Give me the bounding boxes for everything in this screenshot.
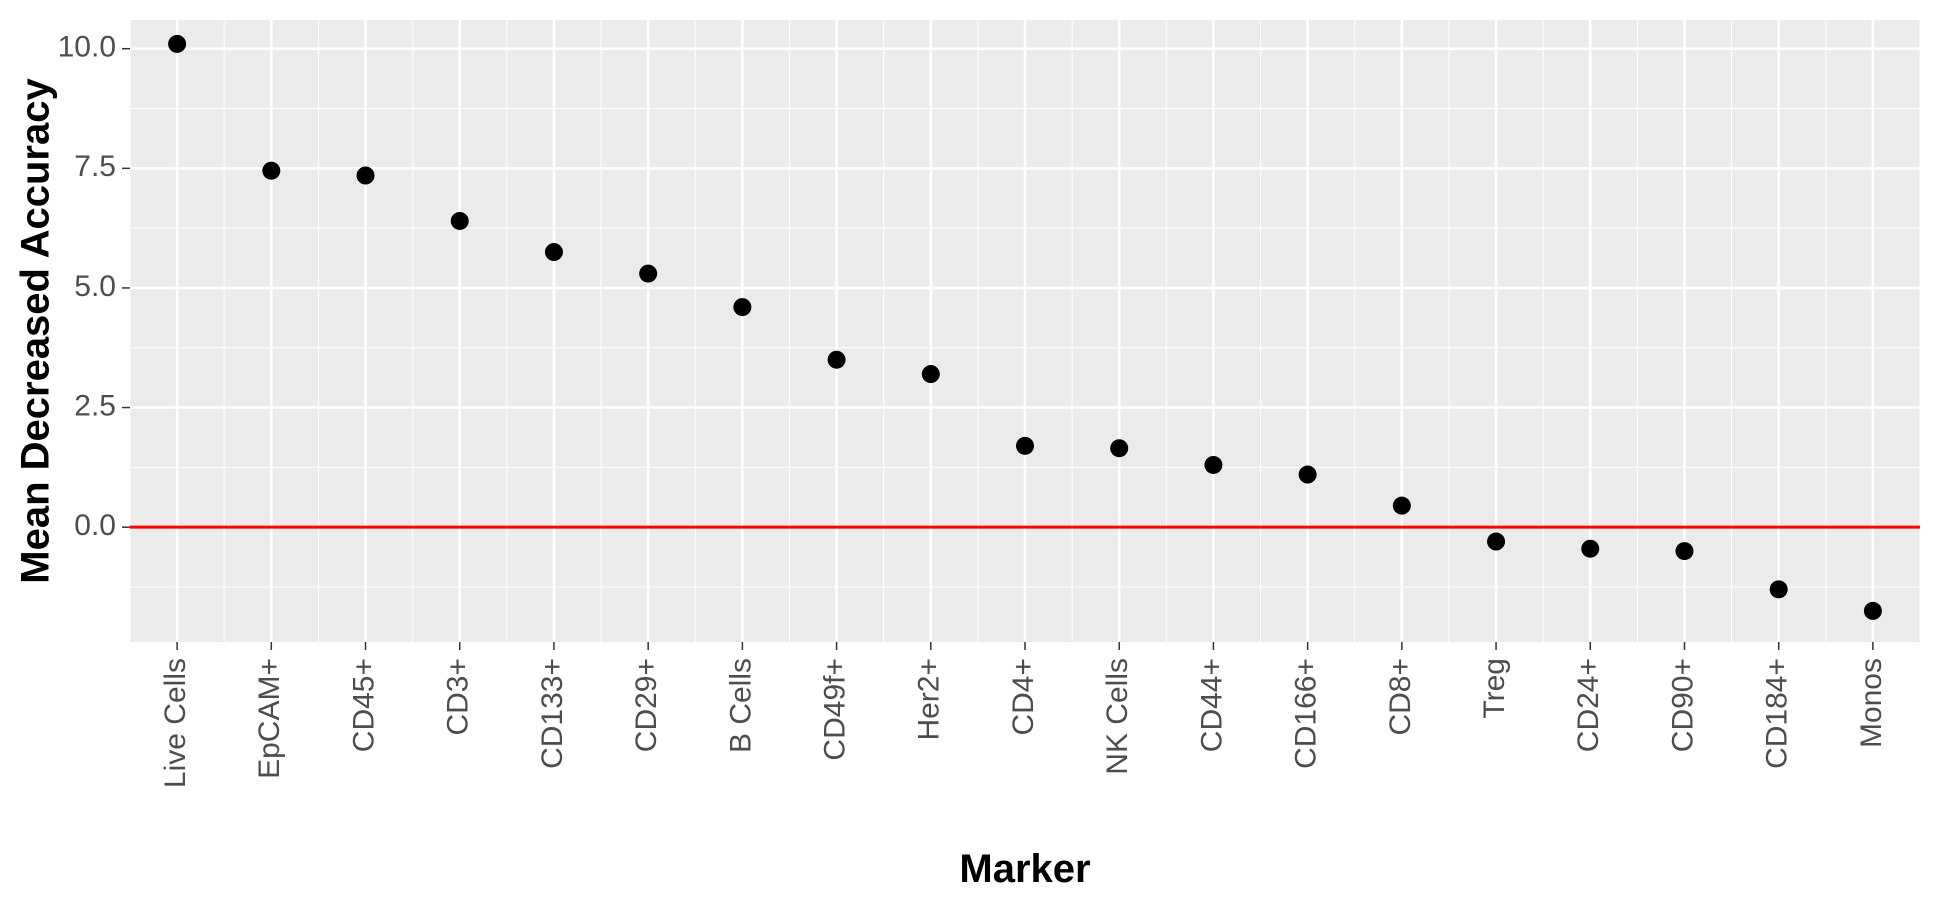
x-tick-label: CD90+ bbox=[1666, 658, 1699, 752]
data-point bbox=[262, 162, 280, 180]
data-point bbox=[357, 167, 375, 185]
x-tick-label: CD24+ bbox=[1572, 658, 1605, 752]
x-tick-label: CD45+ bbox=[347, 658, 380, 752]
x-tick-label: NK Cells bbox=[1101, 658, 1134, 775]
y-tick-label: 7.5 bbox=[74, 150, 116, 183]
x-tick-label: CD3+ bbox=[442, 658, 475, 736]
data-point bbox=[733, 298, 751, 316]
x-tick-label: Her2+ bbox=[913, 658, 946, 741]
x-tick-label: Live Cells bbox=[159, 658, 192, 788]
data-point bbox=[545, 243, 563, 261]
data-point bbox=[1299, 466, 1317, 484]
data-point bbox=[168, 35, 186, 53]
x-tick-label: CD8+ bbox=[1384, 658, 1417, 736]
data-point bbox=[451, 212, 469, 230]
x-tick-label: CD133+ bbox=[536, 658, 569, 769]
data-point bbox=[639, 265, 657, 283]
x-tick-label: CD29+ bbox=[630, 658, 663, 752]
chart-container: 0.0 2.5 5.0 7.5 10.0 Live Cells EpCAM+ CD45+ CD3… bbox=[0, 0, 1940, 900]
data-point bbox=[922, 365, 940, 383]
data-point bbox=[1581, 540, 1599, 558]
x-tick-label: CD44+ bbox=[1195, 658, 1228, 752]
data-point bbox=[1393, 497, 1411, 515]
data-point bbox=[1675, 542, 1693, 560]
x-tick-label: CD184+ bbox=[1761, 658, 1794, 769]
data-point bbox=[1487, 533, 1505, 551]
data-point bbox=[1016, 437, 1034, 455]
x-tick-label: EpCAM+ bbox=[253, 658, 286, 779]
x-tick-label: B Cells bbox=[724, 658, 757, 753]
y-tick-label: 5.0 bbox=[74, 270, 116, 303]
x-tick-label: CD166+ bbox=[1290, 658, 1323, 769]
x-tick-label: CD49f+ bbox=[819, 658, 852, 761]
data-point bbox=[1770, 580, 1788, 598]
y-axis-title: Mean Decreased Accuracy bbox=[14, 78, 58, 584]
x-tick-label: CD4+ bbox=[1007, 658, 1040, 736]
x-tick-label: Monos bbox=[1855, 658, 1888, 748]
data-point bbox=[1204, 456, 1222, 474]
data-point bbox=[828, 351, 846, 369]
data-point bbox=[1110, 439, 1128, 457]
x-tick-label: Treg bbox=[1478, 658, 1511, 719]
x-axis-title: Marker bbox=[959, 847, 1090, 891]
y-tick-label: 0.0 bbox=[74, 509, 116, 542]
y-tick-label: 2.5 bbox=[74, 389, 116, 422]
y-tick-label: 10.0 bbox=[58, 31, 116, 64]
scatter-chart: 0.0 2.5 5.0 7.5 10.0 Live Cells EpCAM+ CD45+ CD3… bbox=[0, 0, 1940, 900]
data-point bbox=[1864, 602, 1882, 620]
